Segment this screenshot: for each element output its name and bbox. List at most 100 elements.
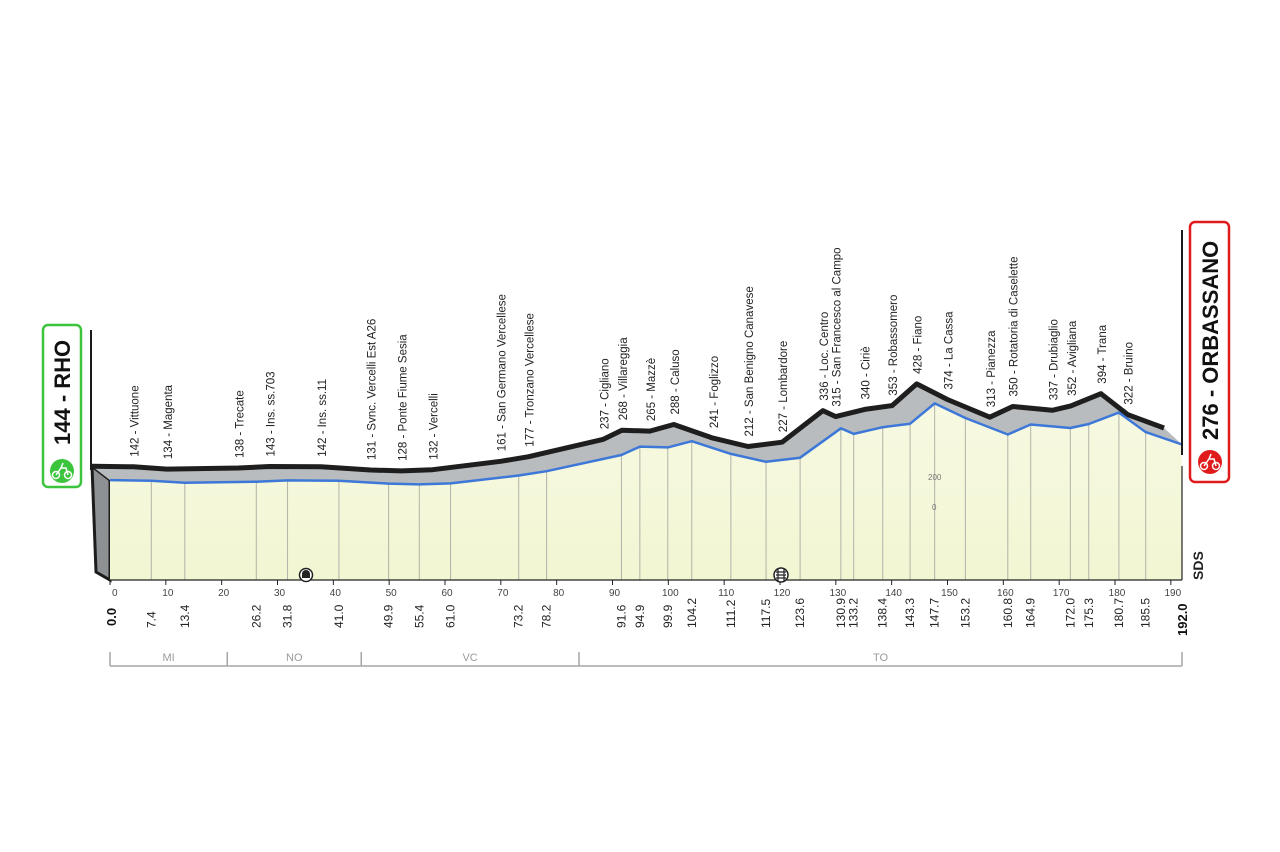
x-tick-label: 130 [829,588,846,599]
x-tick-label: 80 [553,588,565,599]
waypoint-km-label: 160.8 [1001,598,1015,628]
start-bike-icon [50,459,74,483]
waypoint-km-label: 13.4 [178,604,192,628]
town-label: 177 - Tronzano Vercellese [525,313,537,447]
province-label: VC [462,652,477,664]
waypoint-km-label: 78.2 [540,604,554,628]
x-tick-label: 90 [609,588,621,599]
x-tick-label: 10 [162,588,174,599]
y-axis-label-0: 0 [932,503,937,512]
x-tick-label: 170 [1053,588,1070,599]
finish-km-label: 192.0 [1175,603,1190,636]
waypoint-km-label: 41.0 [332,604,346,628]
profile-front-face [110,403,1182,580]
waypoint-km-label: 117.5 [759,599,773,628]
x-tick-label: 150 [941,588,958,599]
town-label: 352 - Avigliana [1067,320,1079,396]
waypoint-km-label: 153.2 [958,598,972,628]
waypoint-km-label: 138.4 [876,598,890,628]
tunnel-icon [298,567,314,583]
town-label: 288 - Caluso [670,349,682,414]
town-label: 142 - Ins. ss.11 [317,379,329,457]
waypoint-km-label: 185.5 [1139,598,1153,628]
waypoint-km-label: 133.2 [847,598,861,628]
x-tick-label: 190 [1164,588,1181,599]
town-label: 143 - Ins. ss.703 [266,371,278,456]
town-label: 350 - Rotatoria di Caselette [1009,257,1021,397]
town-label: 313 - Pianezza [986,330,998,407]
town-label: 134 - Magenta [163,384,175,459]
town-label: 237 - Cigliano [599,358,611,429]
waypoint-km-label: 99.9 [661,604,675,628]
province-bar: MI NO VC TO [109,652,1183,667]
profile-side-wall [90,463,112,583]
waypoint-km-label: 172.0 [1063,598,1077,628]
waypoint-km-label: 7.4 [144,611,158,628]
x-tick-label: 0 [112,588,118,599]
waypoint-km-label: 94.9 [633,604,647,628]
x-tick-label: 60 [441,588,453,599]
town-label: 227 - Lombardore [778,341,790,432]
waypoint-km-label: 123.6 [793,598,807,628]
waypoint-km-label: 104.2 [685,598,699,628]
x-tick-label: 110 [718,588,734,599]
start-sign: 144 - RHO [41,323,92,489]
waypoint-km-label: 130.9 [834,598,848,628]
town-labels: 142 - Vittuone 134 - Magenta 138 - Trecate… [129,247,1135,460]
town-label: 265 - Mazzè [646,358,658,421]
town-label: 138 - Trecate [234,390,246,458]
town-label: 131 - Svnc. Vercelli Est A26 [367,319,379,460]
waypoint-km-label: 55.4 [412,604,426,628]
waypoint-km-label: 175.3 [1082,598,1096,628]
town-label: 340 - Ciriè [861,346,873,399]
km-labels: 7.4 13.4 26.2 31.8 41.0 49.9 55.4 61.0 73.2 78.2 9… [144,598,1152,628]
y-axis-label-200: 200 [928,473,942,482]
town-label: 428 - Fiano [913,316,925,374]
province-label: MI [162,652,174,664]
x-tick-label: 20 [218,588,230,599]
profile-ridge-line [91,381,1165,474]
waypoint-km-label: 180.7 [1112,598,1126,628]
finish-sign: 276 - ORBASSANO [1181,220,1231,484]
town-label: 268 - Villareggia [618,337,630,421]
finish-bike-icon [1198,450,1222,474]
province-label: NO [286,652,303,664]
x-tick-label: 140 [885,588,902,599]
town-label: 241 - Foglizzo [709,356,721,428]
waypoint-km-label: 26.2 [249,604,263,628]
waypoint-km-label: 147.7 [928,598,942,628]
town-label: 394 - Trana [1097,324,1109,383]
x-tick-label: 40 [330,588,342,599]
railway-crossing-icon [773,567,789,583]
town-label: 322 - Bruino [1124,342,1136,405]
start-km-label: 0.0 [104,608,119,626]
town-label: 128 - Ponte Fiume Sesia [397,334,409,461]
waypoint-km-label: 61.0 [444,604,458,628]
x-tick-label: 50 [386,588,398,599]
town-label: 161 - San Germano Vercellese [497,294,509,451]
town-label: 132 - Vercelli [429,393,441,459]
waypoint-km-label: 143.3 [903,598,917,628]
waypoint-stems [150,403,1147,580]
x-tick-label: 70 [497,588,509,599]
town-label: 337 - Drubiaglio [1048,319,1060,400]
town-label: 315 - San Francesco al Campo [832,247,844,406]
finish-label: 276 - ORBASSANO [1198,241,1223,440]
town-label: 336 - Loc. Centro [819,312,831,401]
waypoint-km-label: 49.9 [382,604,396,628]
brand-logo: SDS [1190,551,1206,580]
town-label: 142 - Vittuone [129,385,141,456]
waypoint-km-label: 111.2 [724,599,738,628]
x-tick-label: 100 [662,588,679,599]
x-axis-ticks: 0 10 20 30 40 50 60 70 80 90 100 110 120 130 140 150 160… [109,580,1182,599]
x-tick-label: 30 [274,588,286,599]
waypoint-km-label: 91.6 [614,604,628,628]
x-tick-label: 120 [774,588,791,599]
town-label: 353 - Robassomero [888,295,900,396]
town-label: 212 - San Benigno Canavese [744,286,756,436]
profile-top-face [92,383,1182,485]
start-label: 144 - RHO [50,340,75,445]
waypoint-km-label: 31.8 [281,604,295,628]
profile-blue-line [109,402,1183,486]
